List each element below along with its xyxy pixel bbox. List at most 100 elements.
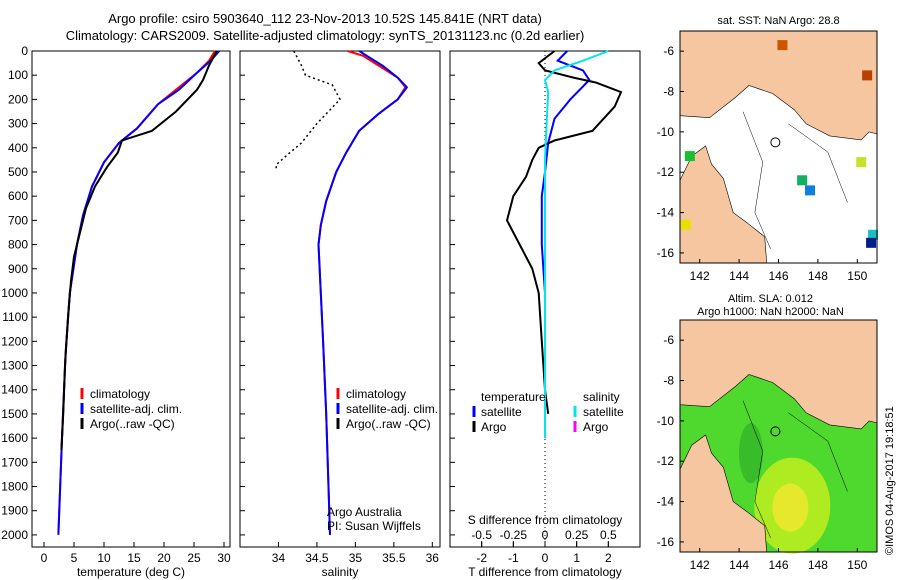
sst-cell: [866, 237, 877, 248]
depth-tick-label: 1900: [1, 504, 28, 518]
figure-title-line1: Argo profile: csiro 5903640_112 23-Nov-2…: [108, 11, 542, 26]
depth-tick-label: 1600: [1, 431, 28, 445]
sst-cell: [805, 185, 816, 196]
temperature-xtick-label: 25: [187, 551, 201, 565]
depth-tick-label: 2000: [1, 528, 28, 542]
sla_map-xtick-label: 148: [808, 558, 828, 572]
temperature-legend-label: Argo(..raw -QC): [90, 417, 175, 431]
sst_map-ytick-label: -16: [657, 246, 675, 260]
depth-tick-label: 600: [8, 189, 28, 203]
depth-tick-label: 400: [8, 141, 28, 155]
sla_map-xtick-label: 150: [847, 558, 867, 572]
depth-tick-label: 1100: [2, 310, 28, 324]
sst_map-bathymetry-contour: [742, 111, 848, 249]
difference-series-salinity-satellite: [543, 50, 609, 439]
sla_map-title-line2: Argo h1000: NaN h2000: NaN: [697, 306, 844, 318]
sla_map-title-line1: Altim. SLA: 0.012: [728, 293, 813, 305]
sst-cell: [862, 70, 873, 81]
sla-anomaly-low: [738, 423, 763, 484]
imos-timestamp: ©IMOS 04-Aug-2017 19:18:51: [884, 406, 896, 555]
diff-legend-sal-label: Argo: [583, 420, 609, 434]
diff-legend-temp-label: Argo: [481, 420, 507, 434]
sst-cell: [797, 175, 808, 186]
depth-tick-label: 1300: [1, 359, 28, 373]
sla_map-ytick-label: -16: [657, 535, 675, 549]
salinity-series-argo: [275, 50, 341, 170]
temperature-xtick-label: 15: [127, 551, 141, 565]
sla_map-ytick-label: -14: [657, 495, 675, 509]
sst_map-title: sat. SST: NaN Argo: 28.8: [717, 15, 839, 27]
temperature-xlabel: temperature (deg C): [77, 565, 185, 579]
depth-tick-label: 1000: [1, 286, 28, 300]
salinity-series-satellite-adj-clim-: [317, 50, 409, 535]
sst_map-ytick-label: -6: [663, 44, 674, 58]
sla_map-land-queensland: [679, 434, 768, 553]
sst-cell: [777, 40, 788, 51]
diff-legend-sal-label: satellite: [583, 405, 624, 419]
sla_map-ytick-label: -8: [663, 374, 674, 388]
difference-xtick-label: -1: [508, 551, 519, 565]
temperature-series-argo: [60, 50, 218, 451]
sst_map-ytick-label: -14: [657, 206, 675, 220]
salinity-xtick-label: 34: [272, 551, 286, 565]
figure-title-line2: Climatology: CARS2009. Satellite-adjuste…: [65, 28, 585, 43]
salinity-legend-label: satellite-adj. clim.: [346, 402, 438, 416]
difference-xtick-label: 2: [605, 551, 612, 565]
sla_map-ytick-label: -12: [657, 454, 675, 468]
sla-anomaly-peak: [772, 483, 809, 532]
sla_map-xtick-label: 146: [768, 558, 788, 572]
depth-tick-label: 100: [8, 68, 28, 82]
sla_map-ytick-label: -6: [663, 333, 674, 347]
diff-legend-temperature-header: temperature: [481, 390, 546, 404]
sst_map-xtick-label: 144: [729, 269, 749, 283]
temperature-legend-label: climatology: [90, 387, 150, 401]
depth-tick-label: 800: [8, 238, 28, 252]
depth-tick-label: 1700: [1, 455, 28, 469]
depth-tick-label: 500: [8, 165, 28, 179]
sla_map-xtick-label: 144: [729, 558, 749, 572]
salinity-xtick-label: 34.5: [305, 551, 329, 565]
sla_map-bathymetry-contour: [742, 400, 848, 538]
sla_map-xtick-label: 142: [690, 558, 710, 572]
salinity-xtick-label: 35: [349, 551, 363, 565]
sst_map-ytick-label: -8: [663, 85, 674, 99]
salinity-annotation: Argo Australia: [327, 505, 402, 519]
diff-legend-temp-label: satellite: [481, 405, 522, 419]
sla_map-ytick-label: -10: [657, 414, 675, 428]
sla_map-land-new-guinea: [679, 319, 878, 430]
difference-xtick-label: 0: [542, 551, 549, 565]
depth-tick-label: 200: [8, 92, 28, 106]
diff-top-tick-label: 0: [542, 528, 549, 542]
diff-top-tick-label: 0.25: [565, 528, 589, 542]
temperature-xtick-label: 30: [217, 551, 231, 565]
salinity-annotation: PI: Susan Wijffels: [327, 519, 421, 533]
sst_map-xtick-label: 146: [768, 269, 788, 283]
sst_map-land-new-guinea: [679, 30, 878, 141]
diff-top-tick-label: -0.5: [471, 528, 492, 542]
sst_map-land-queensland: [679, 145, 768, 264]
diff-legend-salinity-header: salinity: [583, 390, 620, 404]
sla_map-argo-marker: [770, 426, 781, 437]
sst_map-ytick-label: -10: [657, 125, 675, 139]
temperature-xtick-label: 10: [97, 551, 111, 565]
depth-tick-label: 300: [8, 117, 28, 131]
sst_map-xtick-label: 150: [847, 269, 867, 283]
sst_map-argo-marker: [770, 137, 781, 148]
sst-cell: [868, 229, 879, 240]
depth-tick-label: 1800: [1, 480, 28, 494]
salinity-xtick-label: 36: [426, 551, 440, 565]
sst-cell: [856, 157, 867, 168]
depth-tick-label: 1200: [1, 334, 28, 348]
sst_map-ytick-label: -12: [657, 165, 675, 179]
temperature-legend-label: satellite-adj. clim.: [90, 402, 182, 416]
salinity-legend-label: Argo(..raw -QC): [346, 417, 431, 431]
salinity-xlabel: salinity: [322, 565, 359, 579]
depth-tick-label: 700: [8, 213, 28, 227]
diff-top-tick-label: -0.25: [500, 528, 528, 542]
sst_map-xtick-label: 142: [690, 269, 710, 283]
sst-cell: [680, 219, 691, 230]
depth-tick-label: 0: [21, 44, 28, 58]
temperature-xtick-label: 0: [41, 551, 48, 565]
sst_map-xtick-label: 148: [808, 269, 828, 283]
